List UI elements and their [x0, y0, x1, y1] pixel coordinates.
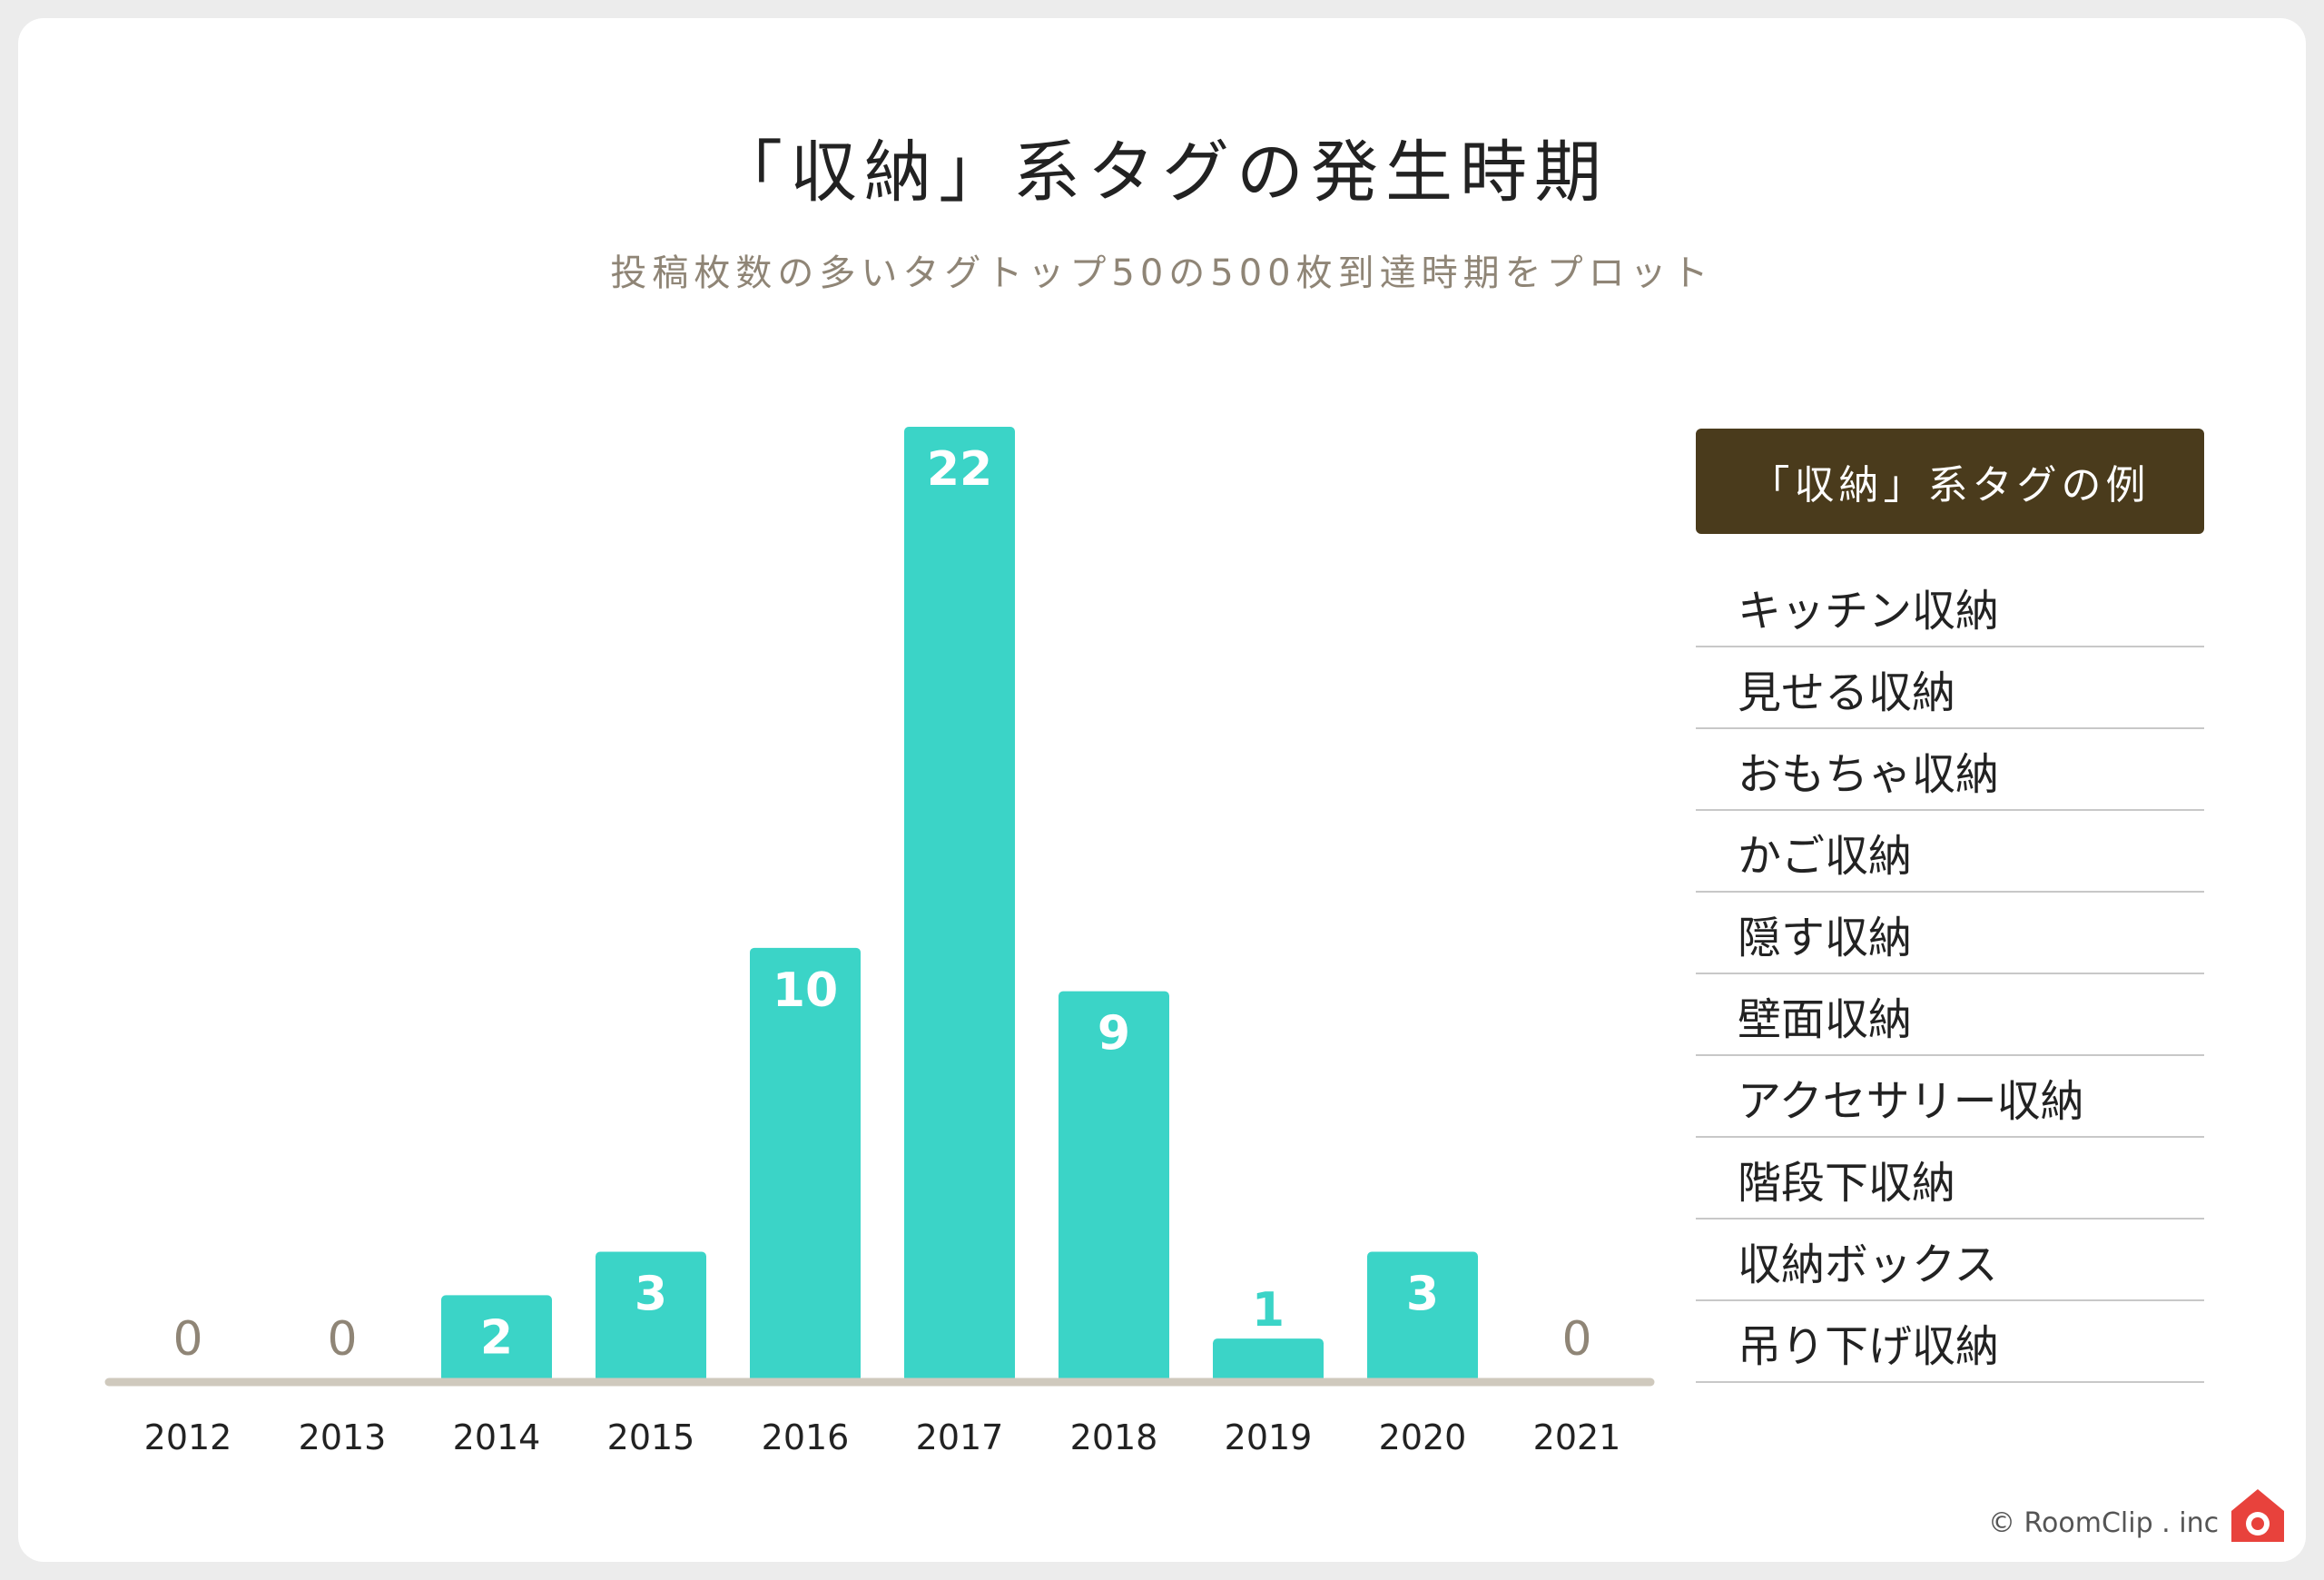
legend-item: かご収納 — [1696, 812, 2204, 893]
x-tick-label: 2018 — [1070, 1417, 1158, 1457]
x-tick-label: 2014 — [453, 1417, 541, 1457]
x-tick-label: 2019 — [1225, 1417, 1313, 1457]
bar-2014 — [441, 1295, 552, 1382]
bar-value-label: 10 — [773, 963, 838, 1018]
x-tick-label: 2020 — [1379, 1417, 1467, 1457]
bar-value-label: 3 — [1406, 1268, 1439, 1322]
chart-subtitle: 投稿枚数の多いタグトップ50の500枚到達時期をプロット — [610, 252, 1714, 294]
bar-value-label: 3 — [635, 1268, 667, 1322]
bar-value-label: 0 — [1561, 1312, 1591, 1367]
bar-value-label: 1 — [1252, 1283, 1285, 1338]
x-tick-label: 2012 — [144, 1417, 232, 1457]
legend-item: 階段下収納 — [1696, 1139, 2204, 1220]
legend-item: 隠す収納 — [1696, 894, 2204, 974]
x-tick-label: 2013 — [299, 1417, 387, 1457]
bar-2020 — [1367, 1251, 1478, 1382]
bar-2016 — [750, 947, 861, 1382]
legend-list: キッチン収納 見せる収納 おもちゃ収納 かご収納 隠す収納 壁面収納 アクセサリー収納 階段下… — [1696, 567, 2204, 1384]
bar-value-label: 0 — [327, 1312, 357, 1367]
x-tick-label: 2015 — [607, 1417, 695, 1457]
legend-item: キッチン収納 — [1696, 567, 2204, 647]
camera-house-icon — [2231, 1489, 2284, 1542]
legend-item: 吊り下げ収納 — [1696, 1302, 2204, 1383]
bar-2018 — [1059, 991, 1169, 1382]
copyright-credit: © RoomClip . inc — [1988, 1507, 2220, 1539]
legend-item: 壁面収納 — [1696, 975, 2204, 1056]
bar-value-label: 22 — [927, 442, 992, 497]
legend-header: 「収納」系タグの例 — [1696, 429, 2204, 534]
x-tick-label: 2017 — [916, 1417, 1004, 1457]
legend-item: おもちゃ収納 — [1696, 730, 2204, 811]
legend-item: アクセサリー収納 — [1696, 1057, 2204, 1138]
bar-2019 — [1213, 1338, 1324, 1382]
bar-value-label: 2 — [480, 1310, 513, 1365]
legend-item: 見せる収納 — [1696, 648, 2204, 729]
bar-value-label: 9 — [1098, 1007, 1130, 1062]
x-tick-label: 2021 — [1533, 1417, 1621, 1457]
bar-2017 — [904, 427, 1015, 1382]
bar-2015 — [596, 1251, 706, 1382]
bar-value-label: 0 — [172, 1312, 202, 1367]
x-tick-label: 2016 — [762, 1417, 850, 1457]
legend-item: 収納ボックス — [1696, 1220, 2204, 1301]
chart-title: 「収納」系タグの発生時期 — [715, 133, 1609, 212]
